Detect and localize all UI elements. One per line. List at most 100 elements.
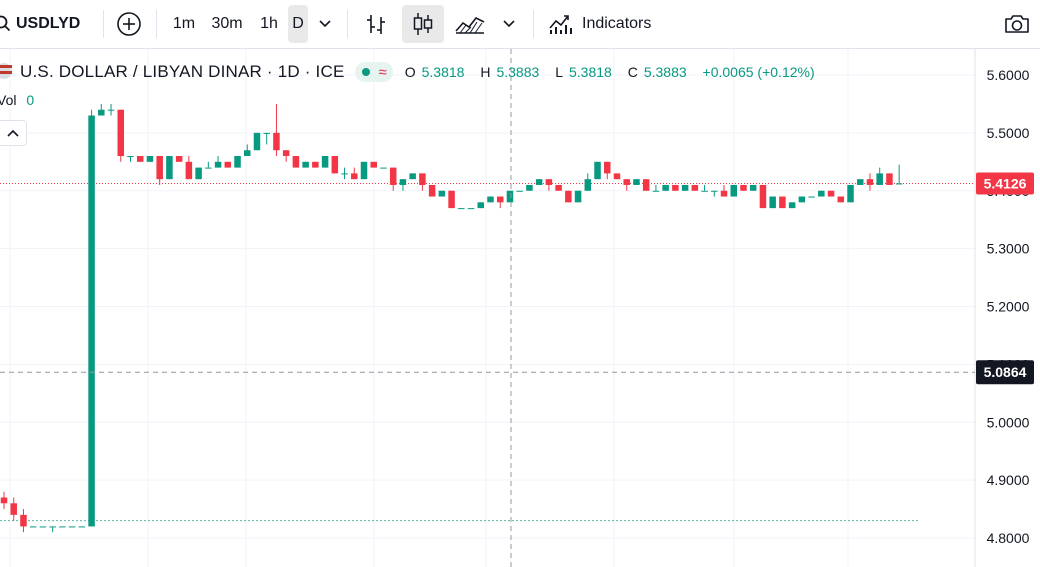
candle-body (195, 167, 202, 180)
interval-dropdown[interactable] (312, 5, 338, 43)
candle-body (175, 156, 183, 162)
candle-body (146, 156, 154, 162)
candle-body (341, 173, 348, 175)
candle-body (856, 179, 864, 185)
candle-body (88, 115, 95, 527)
last-price-label: 5.4126 (984, 175, 1027, 191)
toolbar-divider (533, 10, 534, 38)
candle-body (428, 184, 436, 197)
price-axis-ticks: 5.60005.50005.40005.30005.20005.10005.00… (987, 67, 1030, 546)
candle-body (730, 184, 737, 197)
area-chart-type-button[interactable] (450, 5, 490, 43)
close-label: C (627, 64, 638, 80)
candle-body (253, 132, 261, 151)
candle-body (818, 190, 825, 197)
candle-body (827, 190, 835, 197)
search-icon (0, 15, 11, 32)
candle-body (594, 161, 601, 180)
delayed-wave-icon: ≈ (378, 63, 387, 81)
candle-body (584, 179, 592, 191)
candle-body (166, 156, 173, 180)
volume-label: Vol (0, 92, 17, 108)
price-tick-label: 5.0000 (987, 414, 1030, 430)
price-tick-label: 4.8000 (987, 530, 1030, 546)
toolbar-divider (103, 10, 104, 38)
candle-body (681, 184, 689, 191)
add-circle-icon (117, 12, 141, 36)
candle-body (769, 196, 776, 209)
candle-body (837, 196, 845, 203)
toolbar-divider (156, 10, 157, 38)
candle-body (633, 179, 640, 185)
price-tick-label: 4.9000 (987, 472, 1030, 488)
candle-body (886, 173, 893, 185)
candle-body (59, 526, 66, 528)
candle-body (117, 109, 125, 157)
candle-body (613, 173, 621, 180)
bars-icon (367, 15, 385, 34)
candle-body (623, 179, 630, 185)
candle-body (78, 526, 86, 528)
candle-body (389, 167, 397, 185)
collapse-legend-button[interactable] (0, 120, 27, 146)
change-value: +0.0065 (+0.12%) (702, 64, 815, 80)
interval-d-button[interactable]: D (288, 5, 308, 43)
indicators-label: Indicators (582, 15, 652, 32)
candle-body (107, 109, 115, 111)
candle-body (720, 190, 728, 197)
market-status-pill[interactable]: ≈ (354, 62, 393, 82)
market-open-dot-icon (361, 68, 370, 76)
indicators-button[interactable]: Indicators (544, 5, 668, 43)
candle-body (847, 184, 854, 203)
interval-30m-button[interactable]: 30m (211, 15, 243, 32)
price-tick-label: 5.3000 (987, 241, 1030, 257)
candle-body (740, 184, 747, 191)
candle-body (672, 184, 679, 191)
chevron-down-icon (319, 20, 331, 28)
candle-body (448, 190, 455, 209)
open-label: O (404, 64, 416, 80)
candle-body (205, 167, 212, 169)
candle-body (798, 196, 806, 203)
low-value: 5.3818 (568, 64, 612, 80)
candle-chart-type-button[interactable] (402, 5, 444, 43)
candle-body (866, 179, 874, 185)
candle-body (701, 190, 708, 192)
chart-legend: U.S. DOLLAR / LIBYAN DINAR · 1D · ICE ≈ … (0, 60, 821, 84)
candle-body (0, 497, 8, 504)
high-label: H (480, 64, 491, 80)
symbol-search[interactable]: USDLYD (0, 5, 112, 43)
interval-1h-button[interactable]: 1h (260, 15, 278, 32)
crosshair-price-label: 5.0864 (984, 364, 1027, 380)
candle-body (49, 526, 56, 528)
bar-chart-type-button[interactable] (356, 5, 396, 43)
price-tick-label: 5.5000 (987, 125, 1030, 141)
open-value: 5.3818 (421, 64, 465, 80)
candle-body (419, 173, 426, 185)
last-price-badge: 5.4126 (976, 172, 1034, 195)
candle-body (604, 161, 611, 174)
snapshot-button[interactable] (996, 5, 1038, 43)
candles-icon (413, 13, 433, 35)
price-tick-label: 5.6000 (987, 67, 1030, 83)
chart-grid (0, 49, 975, 567)
candle-body (331, 156, 339, 174)
chevron-down-icon (503, 20, 515, 28)
candle-body (234, 156, 241, 168)
indicators-icon (549, 15, 572, 34)
candle-body (370, 161, 377, 168)
interval-1m-button[interactable]: 1m (172, 15, 196, 32)
flag-icon (0, 63, 12, 79)
candle-body (156, 156, 163, 180)
top-toolbar: USDLYD 1m 30m 1h D Indicators (0, 0, 1040, 49)
candle-body (302, 161, 309, 168)
symbol-title[interactable]: U.S. DOLLAR / LIBYAN DINAR · 1D · ICE (20, 62, 345, 81)
chart-type-dropdown[interactable] (496, 5, 522, 43)
ohlc-values: O 5.3818 H 5.3883 L 5.3818 C 5.3883 +0.0065 … (405, 64, 821, 80)
price-chart[interactable]: 5.60005.50005.40005.30005.20005.10005.00… (0, 49, 1040, 567)
candle-body (691, 184, 699, 191)
candle-body (759, 184, 767, 209)
candle-body (136, 156, 144, 162)
compare-symbol-button[interactable] (112, 5, 146, 43)
candle-body (496, 196, 504, 203)
